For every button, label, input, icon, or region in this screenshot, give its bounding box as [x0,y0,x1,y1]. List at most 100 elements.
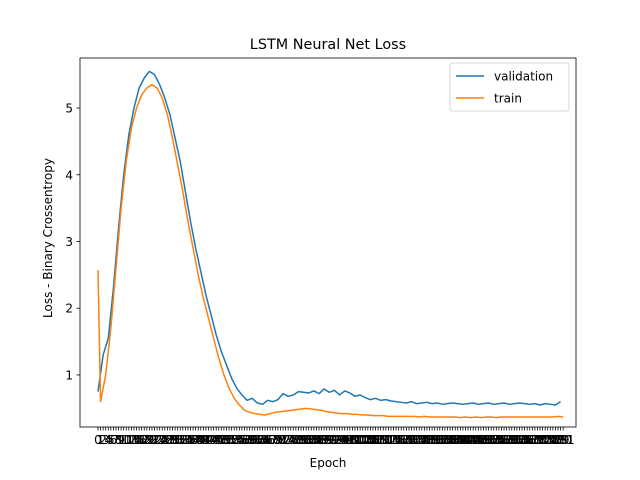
x-tick-label: 42 [198,433,213,447]
x-tick-label: 141 [449,433,472,447]
x-tick-label: 174 [534,433,557,447]
x-tick-label: 74 [281,433,296,447]
plot-frame [79,57,577,428]
x-tick-label: 51 [221,433,236,447]
x-tick-label: 96 [337,433,352,447]
x-tick-label: 151 [475,433,498,447]
x-tick-label: 107 [362,433,385,447]
x-tick-label: 26 [157,433,172,447]
y-axis-label: Loss - Binary Crossentropy [41,158,55,318]
x-tick-label: 95 [334,433,349,447]
x-tick-label: 29 [165,433,180,447]
x-tick-label: 97 [340,433,355,447]
x-tick-label: 57 [237,433,252,447]
x-tick-label: 101 [346,433,369,447]
x-tick-label: 159 [495,433,518,447]
plot-area [80,58,576,427]
x-tick-label: 55 [232,433,247,447]
x-tick-label: 149 [469,433,492,447]
x-tick-label: 128 [415,433,438,447]
x-tick-label: 87 [314,433,329,447]
x-tick-label: 10 [116,433,131,447]
x-tick-label: 94 [332,433,347,447]
x-tick-label: 175 [536,433,559,447]
x-tick-label: 24 [152,433,167,447]
x-tick-label: 17 [134,433,149,447]
x-tick-label: 18 [137,433,152,447]
x-tick-label: 148 [467,433,490,447]
x-tick-label: 53 [227,433,242,447]
x-tick-label: 62 [250,433,265,447]
x-tick-label: 137 [439,433,462,447]
x-tick-label: 69 [268,433,283,447]
x-tick-label: 99 [345,433,360,447]
x-tick-label: 163 [505,433,528,447]
x-tick-label: 15 [129,433,144,447]
x-tick-label: 170 [523,433,546,447]
x-tick-label: 73 [278,433,293,447]
x-tick-label: 138 [441,433,464,447]
x-tick-label: 72 [275,433,290,447]
x-tick-label: 79 [293,433,308,447]
x-tick-label: 158 [493,433,516,447]
x-tick-label: 63 [252,433,267,447]
x-tick-label: 114 [380,433,403,447]
x-tick-label: 59 [242,433,257,447]
x-tick-label: 167 [516,433,539,447]
x-tick-label: 78 [291,433,306,447]
x-tick-label: 120 [395,433,418,447]
x-tick-label: 48 [214,433,229,447]
x-tick-label: 156 [487,433,510,447]
x-tick-label: 118 [390,433,413,447]
x-tick-label: 119 [392,433,415,447]
x-tick-label: 110 [369,433,392,447]
x-tick-label: 109 [367,433,390,447]
x-tick-label: 102 [349,433,372,447]
x-tick-label: 169 [521,433,544,447]
x-tick-label: 86 [311,433,326,447]
x-tick-label: 58 [239,433,254,447]
x-tick-label: 16 [131,433,146,447]
x-tick-label: 92 [327,433,342,447]
x-tick-label: 98 [342,433,357,447]
x-tick-label: 2 [99,433,107,447]
x-tick-label: 125 [408,433,431,447]
x-tick-label: 11 [119,433,134,447]
x-tick-label: 93 [329,433,344,447]
x-tick-label: 34 [178,433,193,447]
x-tick-label: 1 [97,433,105,447]
x-tick-label: 76 [286,433,301,447]
x-tick-label: 181 [552,433,575,447]
x-tick-label: 30 [167,433,182,447]
x-tick-label: 64 [255,433,270,447]
x-tick-label: 111 [372,433,395,447]
x-tick-label: 116 [385,433,408,447]
x-tick-label: 88 [317,433,332,447]
x-tick-label: 65 [257,433,272,447]
x-tick-label: 82 [301,433,316,447]
x-tick-label: 40 [193,433,208,447]
x-tick-label: 164 [508,433,531,447]
x-tick-label: 123 [403,433,426,447]
x-tick-label: 150 [472,433,495,447]
x-axis-ticks: 0123456789101112131415161718192021222324… [94,427,575,447]
x-tick-label: 67 [263,433,278,447]
x-tick-label: 37 [185,433,200,447]
x-tick-label: 172 [529,433,552,447]
x-tick-label: 130 [421,433,444,447]
x-tick-label: 19 [139,433,154,447]
x-tick-label: 157 [490,433,513,447]
x-tick-label: 166 [513,433,536,447]
x-tick-label: 173 [531,433,554,447]
y-tick-label: 4 [65,168,73,182]
x-tick-label: 20 [142,433,157,447]
x-tick-label: 83 [304,433,319,447]
x-tick-label: 70 [270,433,285,447]
x-tick-label: 133 [428,433,451,447]
x-tick-label: 46 [209,433,224,447]
x-tick-label: 3 [102,433,110,447]
series-line-train [97,83,564,419]
x-tick-label: 0 [94,433,102,447]
x-tick-label: 6 [110,433,118,447]
x-tick-label: 135 [433,433,456,447]
